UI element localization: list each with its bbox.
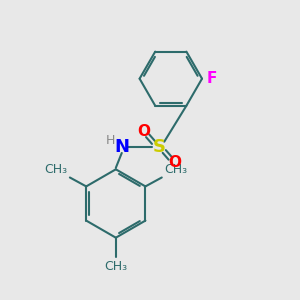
Text: H: H	[106, 134, 115, 147]
Text: S: S	[152, 138, 165, 156]
Text: CH₃: CH₃	[44, 163, 68, 176]
Text: F: F	[206, 71, 217, 86]
Text: O: O	[137, 124, 150, 139]
Text: N: N	[114, 138, 129, 156]
Text: CH₃: CH₃	[164, 163, 187, 176]
Text: O: O	[168, 155, 181, 170]
Text: CH₃: CH₃	[104, 260, 128, 273]
